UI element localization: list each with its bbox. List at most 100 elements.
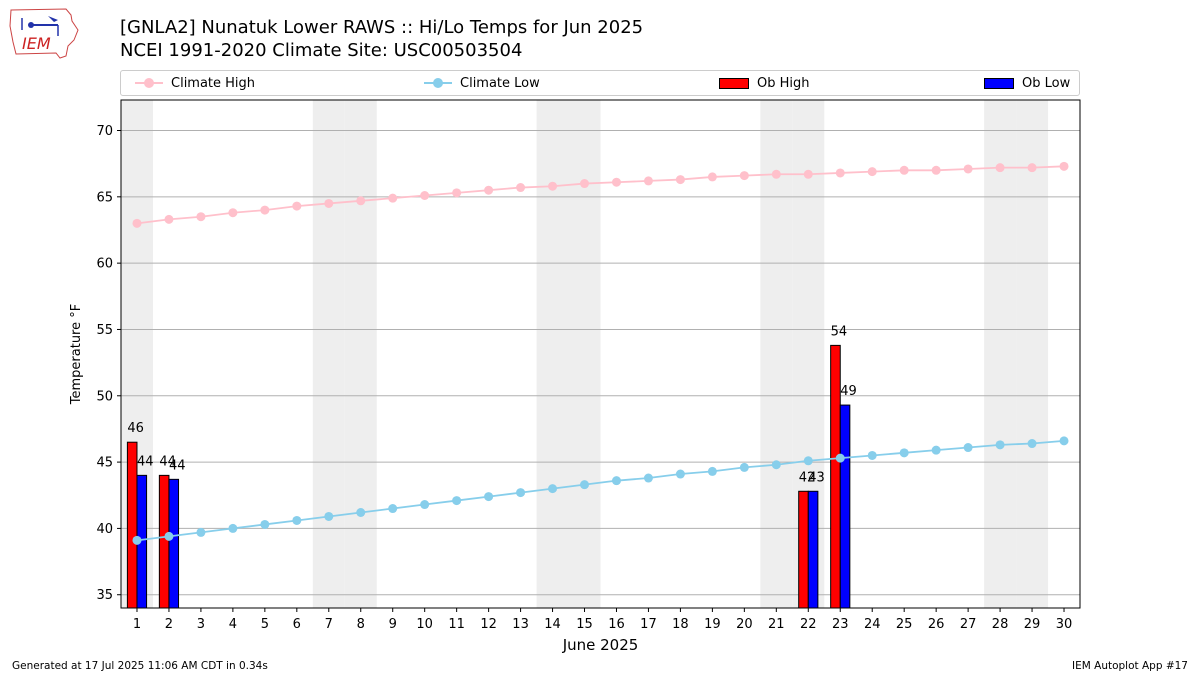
climate-low-point — [643, 473, 653, 483]
x-tick-label: 5 — [261, 617, 269, 632]
climate-low-point — [1027, 439, 1037, 449]
climate-high-point — [388, 193, 398, 203]
climate-high-point — [580, 179, 590, 189]
x-tick-label: 16 — [608, 617, 625, 632]
ob-low-value-label: 43 — [808, 470, 825, 485]
climate-low-point — [963, 443, 973, 453]
x-tick-label: 20 — [736, 617, 753, 632]
weekend-shade — [760, 100, 793, 608]
weekend-shade — [312, 100, 345, 608]
climate-high-point — [867, 167, 877, 177]
ob-high-bar — [798, 490, 809, 608]
climate-low-point — [1059, 436, 1069, 446]
iowa-outline-shape — [9, 8, 79, 59]
ob-high-value-label: 44 — [159, 454, 176, 469]
x-tick-label: 8 — [357, 617, 365, 632]
ob-high-bar — [126, 441, 138, 608]
legend-label-ob-high: Ob High — [757, 75, 810, 91]
x-tick-label: 9 — [389, 617, 397, 632]
x-tick-label: 12 — [480, 617, 497, 632]
climate-low-swatch — [424, 77, 452, 89]
y-tick-label: 45 — [96, 456, 113, 471]
climate-low-point — [324, 511, 334, 521]
climate-high-point — [995, 163, 1005, 173]
x-tick-label: 10 — [416, 617, 433, 632]
climate-high-point — [356, 196, 366, 206]
climate-low-point — [867, 450, 877, 460]
climate-low-point — [132, 535, 142, 545]
climate-high-point — [675, 175, 685, 185]
x-tick-label: 1 — [133, 617, 141, 632]
climate-low-point — [196, 527, 206, 537]
x-tick-label: 26 — [928, 617, 945, 632]
climate-low-point — [675, 469, 685, 479]
x-tick-label: 19 — [704, 617, 721, 632]
x-tick-label: 7 — [325, 617, 333, 632]
x-tick-label: 2 — [165, 617, 173, 632]
x-tick-label: 23 — [832, 617, 849, 632]
climate-high-swatch — [135, 77, 163, 89]
climate-low-point — [452, 496, 462, 506]
y-tick-label: 70 — [96, 124, 113, 139]
x-tick-label: 3 — [197, 617, 205, 632]
x-tick-label: 4 — [229, 617, 237, 632]
ob-high-value-label: 46 — [127, 421, 144, 436]
climate-high-point — [707, 172, 717, 182]
legend-item-ob-high: Ob High — [719, 71, 810, 95]
climate-low-point — [611, 476, 621, 486]
climate-high-point — [132, 218, 142, 228]
x-tick-label: 14 — [544, 617, 561, 632]
weekend-shade — [344, 100, 377, 608]
climate-low-point — [228, 523, 238, 533]
ob-high-bar — [158, 474, 170, 608]
climate-low-point — [931, 445, 941, 455]
weekend-shade — [984, 100, 1017, 608]
climate-high-point — [548, 181, 558, 191]
x-tick-label: 30 — [1056, 617, 1073, 632]
climate-low-point — [484, 492, 494, 502]
y-tick-label: 40 — [96, 522, 113, 537]
climate-low-point — [707, 466, 717, 476]
climate-high-point — [899, 165, 909, 175]
climate-low-point — [803, 456, 813, 466]
logo-text: IEM — [22, 34, 51, 53]
climate-high-line — [136, 165, 1065, 225]
ob-low-value-label: 44 — [137, 454, 154, 469]
climate-high-point — [260, 205, 270, 215]
climate-high-point — [484, 185, 494, 195]
climate-high-point — [643, 176, 653, 186]
chart-subtitle: NCEI 1991-2020 Climate Site: USC00503504 — [120, 40, 523, 61]
weekend-shade — [536, 100, 569, 608]
climate-high-point — [1027, 163, 1037, 173]
climate-low-point — [260, 519, 270, 529]
y-tick-label: 55 — [96, 323, 113, 338]
climate-high-point — [228, 208, 238, 218]
x-tick-label: 15 — [576, 617, 593, 632]
chart-title: [GNLA2] Nunatuk Lower RAWS :: Hi/Lo Temp… — [120, 17, 644, 38]
ob-high-bar — [830, 344, 841, 608]
x-tick-label: 22 — [800, 617, 817, 632]
legend-item-climate-high: Climate High — [135, 71, 255, 95]
climate-high-point — [516, 183, 526, 193]
climate-high-point — [1059, 161, 1069, 171]
climate-high-point — [420, 190, 430, 200]
x-axis-label: June 2025 — [562, 636, 639, 654]
climate-low-point — [292, 515, 302, 525]
climate-high-point — [164, 214, 174, 224]
climate-low-point — [420, 500, 430, 510]
climate-high-point — [324, 198, 334, 208]
weekend-shade — [1016, 100, 1049, 608]
climate-low-point — [995, 440, 1005, 450]
x-tick-label: 17 — [640, 617, 657, 632]
x-tick-label: 24 — [864, 617, 881, 632]
climate-high-point — [835, 168, 845, 178]
climate-high-point — [963, 164, 973, 174]
legend: Climate High Climate Low Ob High Ob Low — [120, 70, 1080, 96]
climate-low-point — [164, 531, 174, 541]
legend-label-ob-low: Ob Low — [1022, 75, 1071, 91]
climate-low-point — [388, 504, 398, 514]
y-tick-label: 60 — [96, 257, 113, 272]
ob-high-value-label: 42 — [799, 470, 816, 485]
legend-item-climate-low: Climate Low — [424, 71, 540, 95]
